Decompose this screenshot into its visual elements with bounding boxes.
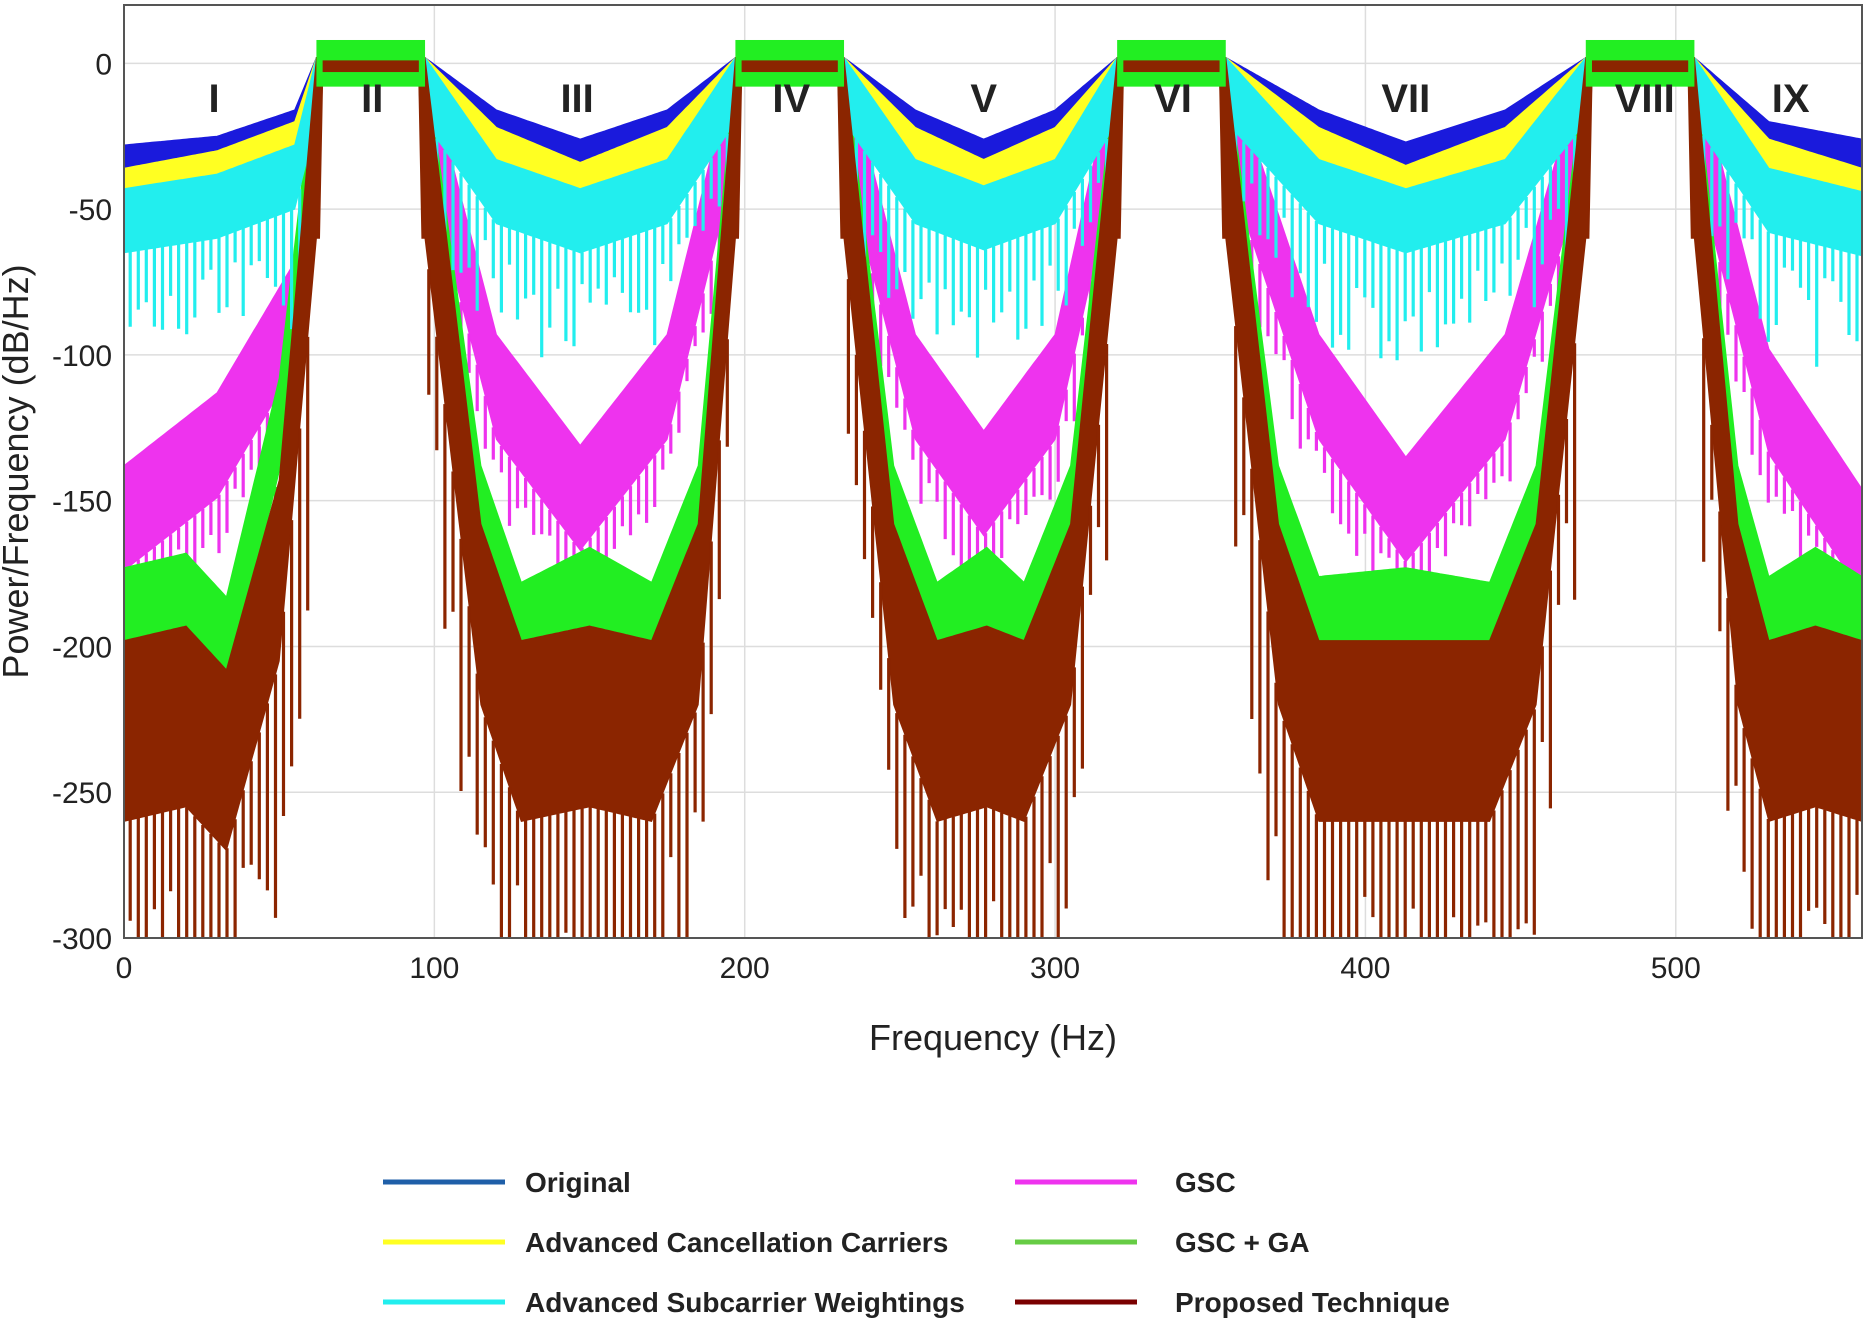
y-tick-label: -250: [52, 777, 112, 810]
y-tick-label: -50: [69, 194, 112, 227]
legend-label: GSC: [1175, 1167, 1236, 1198]
legend-label: Proposed Technique: [1175, 1287, 1450, 1318]
plot-frame: [123, 4, 1863, 939]
region-label: VIII: [1615, 77, 1675, 121]
passband-core: [1123, 60, 1220, 73]
region-label: IV: [772, 77, 810, 121]
legend-label: GSC + GA: [1175, 1227, 1310, 1258]
series-spikes: [128, 269, 1859, 938]
x-tick-label: 500: [1651, 952, 1701, 985]
region-label: I: [208, 77, 219, 121]
series-layer: [123, 39, 1863, 938]
x-tick-label: 0: [116, 952, 133, 985]
region-label: IX: [1772, 77, 1810, 121]
y-tick-label: -300: [52, 923, 112, 956]
passband-core: [741, 60, 838, 73]
y-tick-label: -100: [52, 340, 112, 373]
passband-core: [1591, 60, 1689, 73]
legend-item: Original: [383, 1167, 631, 1198]
x-axis-title: Frequency (Hz): [869, 1017, 1117, 1058]
x-tick-label: 100: [409, 952, 459, 985]
legend-item: Proposed Technique: [1015, 1287, 1450, 1318]
x-tick-label: 200: [720, 952, 770, 985]
legend-item: GSC + GA: [1015, 1227, 1310, 1258]
legend: Original GSC Advanced Cancellation Carrier…: [383, 1167, 1450, 1318]
legend-item: Advanced Subcarrier Weightings: [383, 1287, 965, 1318]
y-tick-label: 0: [95, 48, 112, 81]
series-band: [123, 51, 1863, 596]
y-axis-title: Power/Frequency (dB/Hz): [0, 264, 36, 678]
region-labels: I II III IV V VI VII VIII IX: [208, 77, 1809, 121]
passband-core: [322, 60, 419, 73]
region-label: II: [361, 77, 383, 121]
x-tick-label: 300: [1030, 952, 1080, 985]
y-tick-label: -200: [52, 631, 112, 664]
legend-item: GSC: [1015, 1167, 1236, 1198]
legend-label: Advanced Subcarrier Weightings: [525, 1287, 965, 1318]
legend-label: Advanced Cancellation Carriers: [525, 1227, 948, 1258]
legend-item: Advanced Cancellation Carriers: [383, 1227, 948, 1258]
region-label: V: [970, 77, 997, 121]
series-spikes: [128, 126, 1859, 367]
y-tick-label: -150: [52, 486, 112, 519]
region-label: VI: [1154, 77, 1192, 121]
tick-labels: 0 100 200 300 400 500 0 -50 -100 -150 -200 -250 -300: [52, 48, 1701, 985]
legend-label: Original: [525, 1167, 631, 1198]
region-label: III: [560, 77, 593, 121]
region-label: VII: [1381, 77, 1430, 121]
x-tick-label: 400: [1340, 952, 1390, 985]
